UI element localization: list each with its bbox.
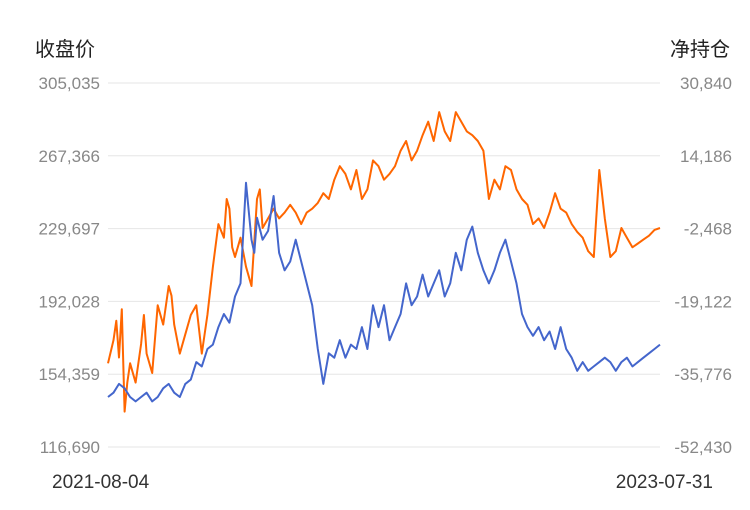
grid-lines <box>108 82 660 448</box>
left-axis: 305,035 267,366 229,697 192,028 154,359 116,6… <box>39 74 100 457</box>
right-tick-label: -19,122 <box>674 292 732 311</box>
left-axis-title: 收盘价 <box>35 37 95 61</box>
net-position-line <box>107 181 661 403</box>
close-price-line <box>107 111 661 413</box>
left-tick-label: 267,366 <box>39 147 100 166</box>
right-tick-label: 14,186 <box>680 147 732 166</box>
left-tick-label: 305,035 <box>39 74 100 93</box>
x-axis: 2021-08-04 2023-07-31 <box>52 472 713 493</box>
right-tick-label: -52,430 <box>674 438 732 457</box>
x-tick-label: 2021-08-04 <box>52 472 150 493</box>
right-tick-label: -2,468 <box>684 220 732 239</box>
left-tick-label: 192,028 <box>39 292 100 311</box>
right-tick-label: 30,840 <box>680 74 732 93</box>
left-tick-label: 116,690 <box>40 438 100 457</box>
left-tick-label: 154,359 <box>39 365 100 384</box>
x-tick-label: 2023-07-31 <box>616 472 713 493</box>
left-tick-label: 229,697 <box>39 220 100 239</box>
right-axis-title: 净持仓 <box>670 37 730 61</box>
right-axis: 30,840 14,186 -2,468 -19,122 -35,776 -52,430 <box>674 74 732 457</box>
series-lines <box>107 111 661 413</box>
right-tick-label: -35,776 <box>674 365 732 384</box>
